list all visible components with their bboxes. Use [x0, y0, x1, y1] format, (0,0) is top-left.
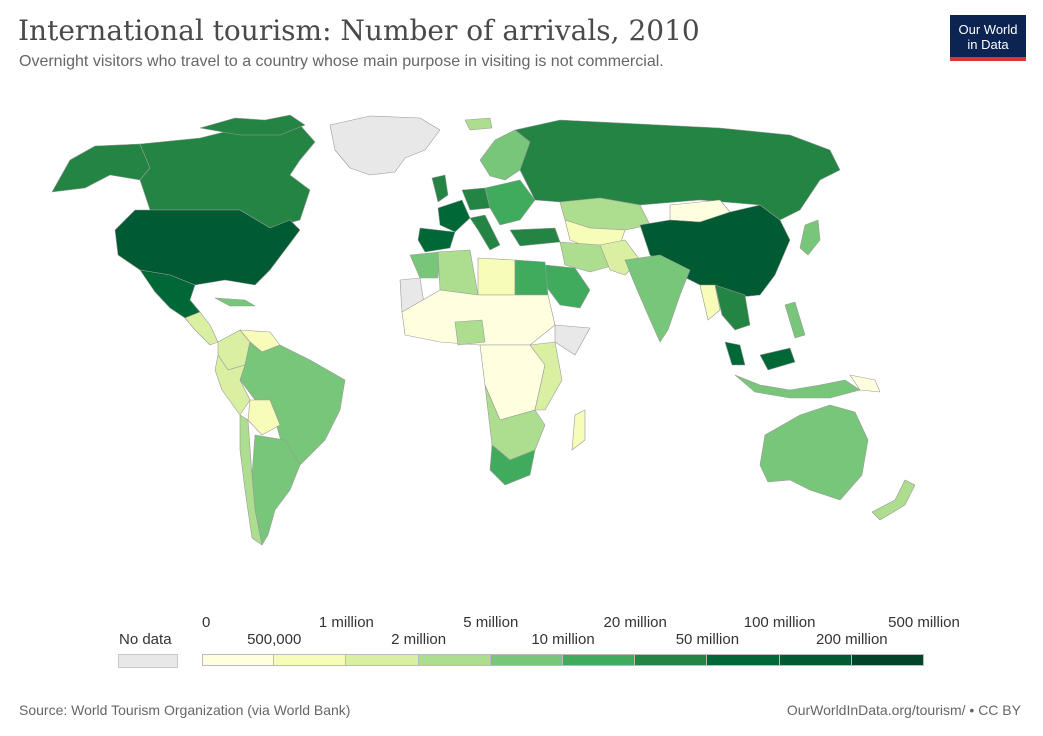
legend-tick-bottom: 500,000: [247, 631, 302, 648]
legend-bin-8[interactable]: [707, 654, 780, 666]
legend-tick-bottom: 200 million: [815, 631, 888, 648]
region-japan[interactable]: [799, 219, 821, 256]
region-saudi-arabia[interactable]: [544, 264, 591, 309]
region-indonesia[interactable]: [734, 374, 861, 399]
legend-tick-top: 1 million: [318, 614, 374, 631]
legend-bin-1[interactable]: [202, 654, 275, 666]
region-libya[interactable]: [477, 257, 516, 296]
legend-bin-4[interactable]: [418, 654, 491, 666]
legend-tick-top: 20 million: [603, 614, 667, 631]
region-alaska[interactable]: [51, 143, 151, 193]
region-iceland[interactable]: [464, 117, 493, 131]
legend-tick-top: 0: [202, 614, 211, 631]
region-canada-islands[interactable]: [199, 114, 306, 136]
region-nigeria[interactable]: [454, 319, 486, 346]
region-horn-of-africa[interactable]: [554, 324, 591, 356]
region-eastern-europe[interactable]: [484, 179, 536, 226]
region-central-america[interactable]: [184, 311, 219, 346]
region-united-states[interactable]: [114, 209, 301, 286]
region-myanmar[interactable]: [699, 284, 721, 321]
region-new-zealand[interactable]: [871, 479, 916, 521]
region-turkey[interactable]: [509, 227, 561, 247]
chart-subtitle: Overnight visitors who travel to a count…: [19, 53, 664, 70]
region-bolivia[interactable]: [247, 399, 281, 436]
region-france[interactable]: [437, 199, 471, 233]
color-legend: No data 0 1 million 5 million 20 million 100…: [0, 600, 1043, 680]
region-iran[interactable]: [559, 241, 616, 273]
legend-bin-3[interactable]: [346, 654, 419, 666]
logo-line-2: in Data: [967, 37, 1009, 52]
region-brazil[interactable]: [239, 341, 346, 466]
legend-tick-bottom: 50 million: [675, 631, 740, 648]
chart-title: International tourism: Number of arrival…: [18, 14, 700, 47]
world-map: [51, 114, 916, 546]
owid-logo[interactable]: Our World in Data: [950, 15, 1026, 61]
legend-bin-9[interactable]: [779, 654, 852, 666]
region-egypt[interactable]: [514, 259, 549, 296]
region-caribbean[interactable]: [214, 297, 256, 307]
legend-bin-7[interactable]: [635, 654, 708, 666]
legend-bin-10[interactable]: [851, 654, 924, 666]
credit-link[interactable]: OurWorldInData.org/tourism/ • CC BY: [786, 702, 1021, 718]
region-india[interactable]: [624, 254, 691, 343]
region-thailand-vietnam[interactable]: [714, 284, 751, 331]
region-malaysia[interactable]: [724, 341, 796, 371]
legend-tick-top: 500 million: [888, 614, 960, 631]
legend-bin-6[interactable]: [562, 654, 636, 666]
region-papua-new-guinea[interactable]: [849, 374, 881, 393]
region-italy[interactable]: [469, 214, 501, 251]
no-data-swatch: [118, 654, 178, 668]
region-greenland[interactable]: [329, 115, 441, 176]
legend-bins: [202, 654, 924, 666]
logo-line-1: Our World: [958, 22, 1018, 37]
region-madagascar[interactable]: [571, 409, 586, 451]
region-chile[interactable]: [239, 414, 263, 546]
legend-tick-top: 100 million: [743, 614, 816, 631]
region-east-africa[interactable]: [529, 341, 563, 411]
legend-tick-top: 5 million: [463, 614, 519, 631]
legend-bin-5[interactable]: [490, 654, 563, 666]
source-note: Source: World Tourism Organization (via …: [19, 702, 351, 718]
legend-tick-bottom: 10 million: [531, 631, 595, 648]
region-morocco[interactable]: [409, 251, 441, 279]
region-algeria[interactable]: [437, 249, 479, 296]
region-philippines[interactable]: [784, 301, 806, 339]
legend-tick-bottom: 2 million: [391, 631, 447, 648]
region-australia[interactable]: [759, 404, 869, 501]
legend-bin-2[interactable]: [274, 654, 347, 666]
region-spain[interactable]: [417, 227, 456, 253]
region-south-africa[interactable]: [489, 444, 536, 486]
no-data-label: No data: [119, 631, 172, 648]
region-united-kingdom[interactable]: [431, 174, 449, 203]
